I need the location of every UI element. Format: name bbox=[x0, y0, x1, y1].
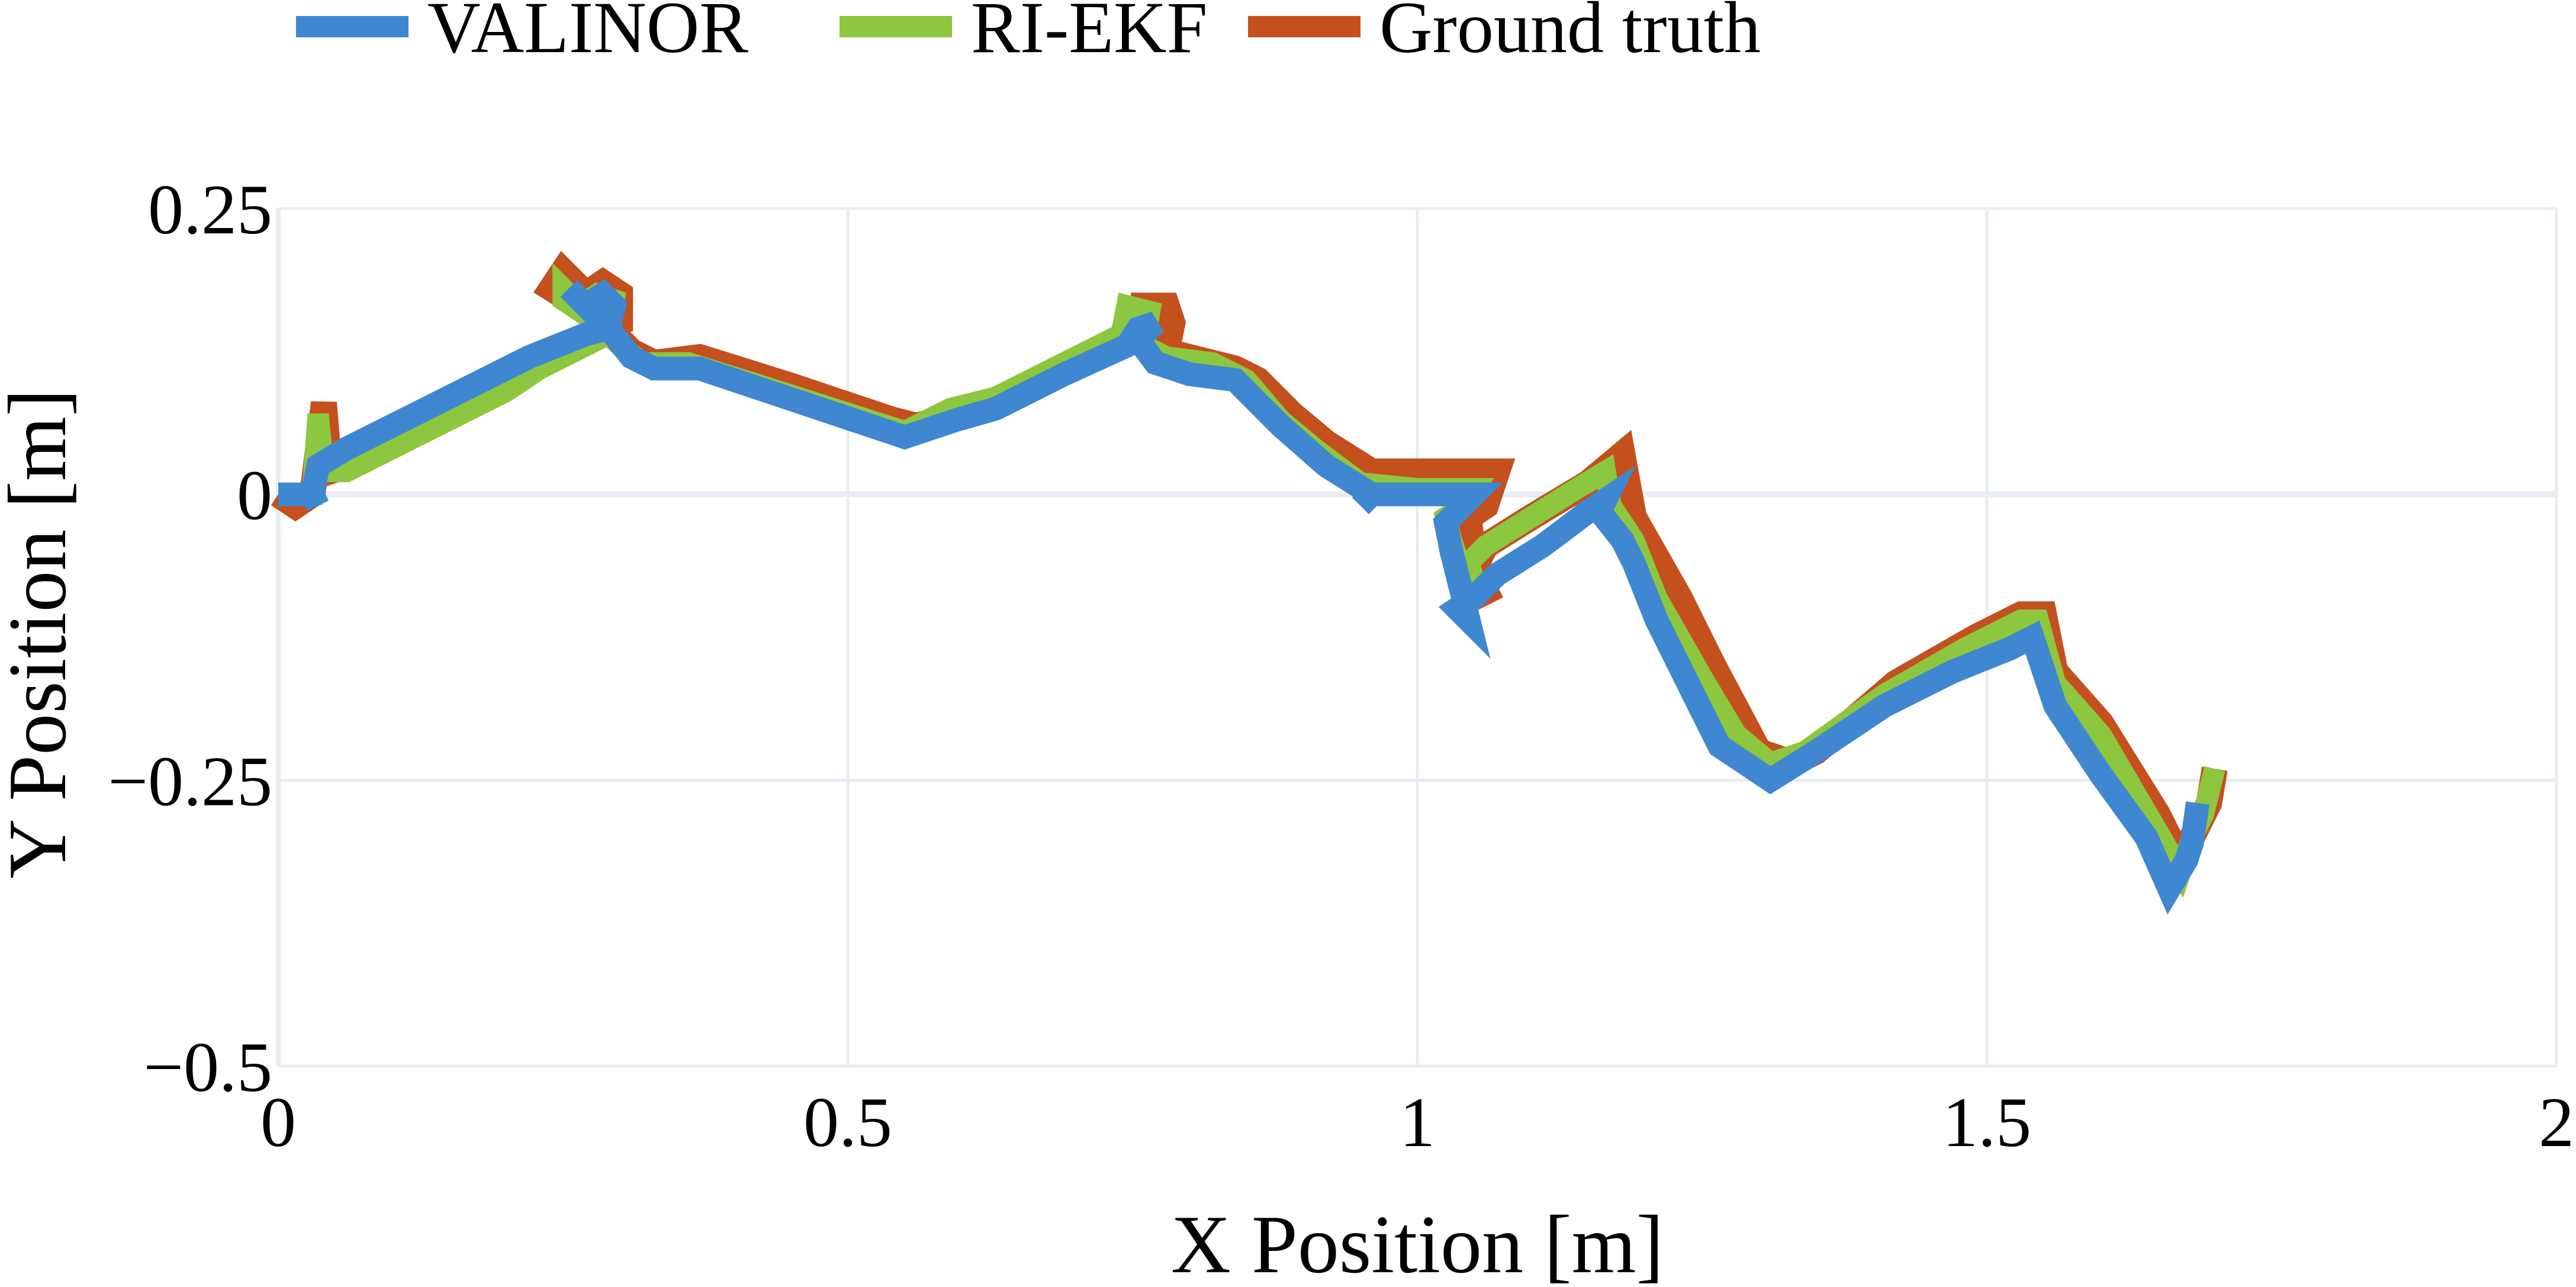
x-tick-label: 1.5 bbox=[1943, 1083, 2031, 1161]
x-axis-title: X Position [m] bbox=[1171, 1199, 1664, 1284]
x-tick-label: 0 bbox=[261, 1083, 296, 1161]
legend-label-ground-truth: Ground truth bbox=[1379, 0, 1761, 68]
legend: VALINOR RI-EKF Ground truth bbox=[296, 0, 1761, 68]
series-lines bbox=[271, 251, 2228, 915]
legend-label-ri-ekf: RI-EKF bbox=[971, 0, 1208, 68]
x-tick-label: 1 bbox=[1400, 1083, 1435, 1161]
tick-labels: 0 0.5 1 1.5 2 0.25 0 −0.25 −0.5 bbox=[108, 170, 2574, 1161]
y-tick-label: −0.25 bbox=[108, 742, 272, 820]
x-tick-label: 0.5 bbox=[803, 1083, 892, 1161]
y-axis-title: Y Position [m] bbox=[0, 389, 83, 878]
y-tick-label: −0.5 bbox=[143, 1028, 272, 1106]
x-tick-label: 2 bbox=[2539, 1083, 2574, 1161]
y-tick-label: 0.25 bbox=[148, 170, 272, 249]
y-tick-label: 0 bbox=[237, 456, 272, 535]
legend-label-valinor: VALINOR bbox=[427, 0, 748, 68]
series-line-valinor bbox=[278, 279, 2210, 915]
